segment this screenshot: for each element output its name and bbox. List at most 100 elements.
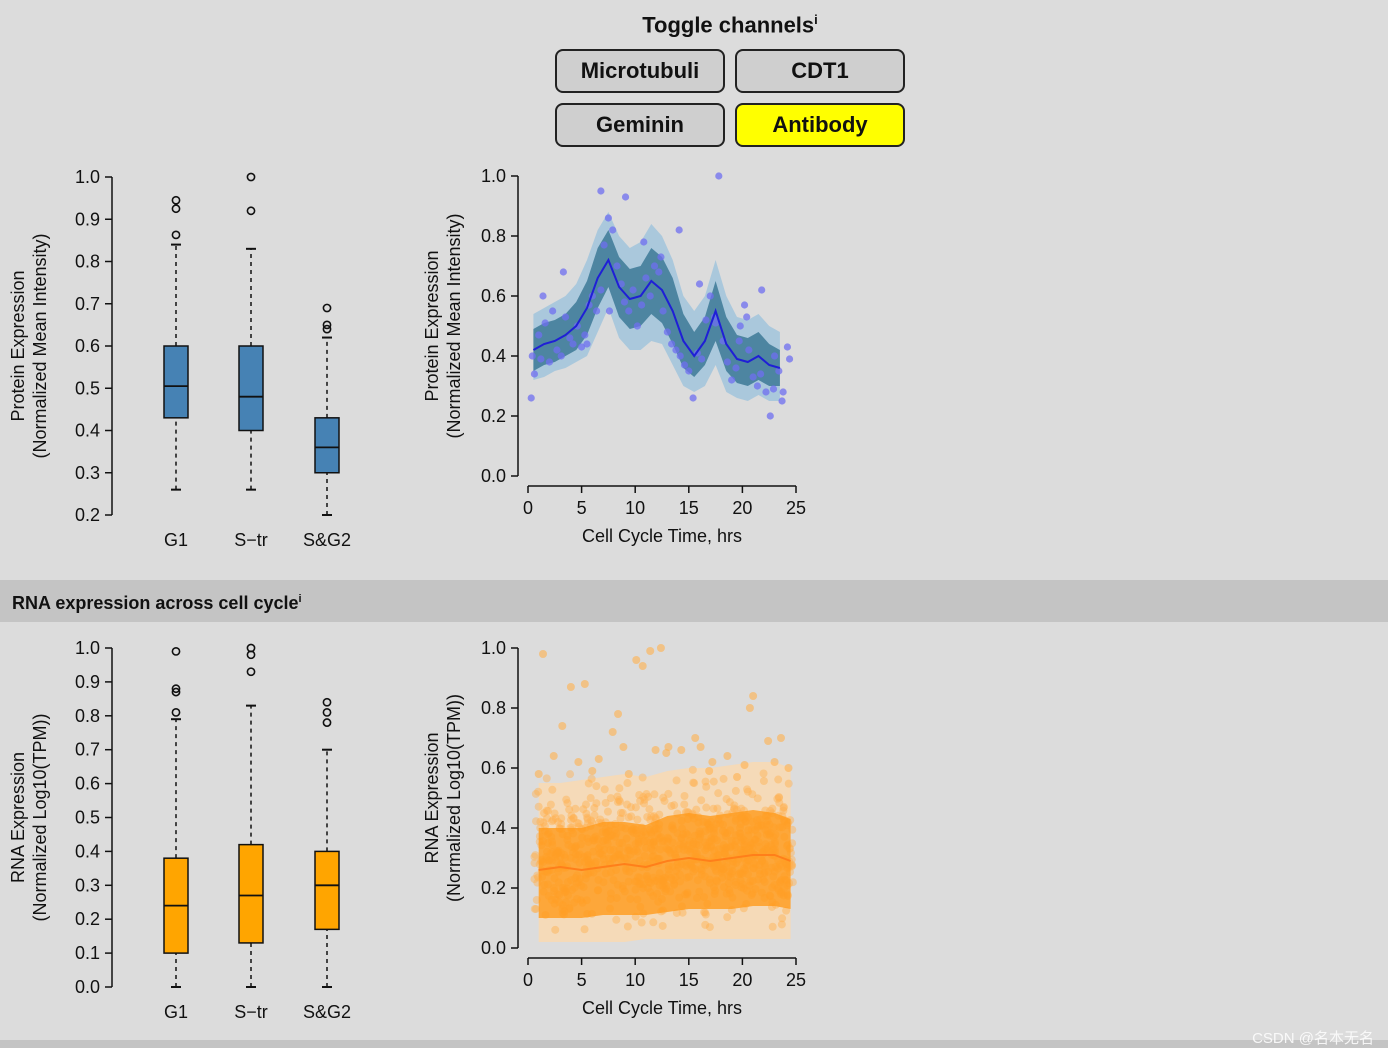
y-tick-label: 1.0 [75,638,100,658]
rna-section-title: RNA expression across cell cyclei [12,593,302,613]
cdt1-toggle-button[interactable]: CDT1 [735,49,905,93]
data-point [530,904,539,913]
rna-scatter-chart: 0.0 0.2 0.4 0.6 0.8 1.0 0 5 10 15 20 25 RNA Expressi… [422,638,806,1018]
data-point [613,792,622,801]
outlier-point [322,320,332,330]
data-point [626,803,635,812]
data-point [657,253,665,261]
data-point [561,313,570,321]
data-point [733,773,742,781]
data-point [701,910,710,919]
y-tick-label: 0.3 [75,463,100,483]
x-tick-label: 10 [625,498,645,518]
confidence-band [533,230,780,386]
x-tick-label: 20 [732,970,752,990]
data-point [579,805,588,814]
data-point [629,286,637,294]
data-point [776,734,785,742]
y-tick-label: 0.6 [75,336,100,356]
data-point [730,805,739,814]
data-point [527,394,535,402]
data-point [542,774,551,783]
outlier-point [246,206,256,216]
data-point [565,805,574,814]
data-point [553,817,562,826]
box [314,850,340,931]
data-point [600,241,608,249]
data-point [603,807,612,816]
data-point [651,813,660,822]
data-point [621,193,630,201]
data-point [547,817,556,826]
data-point [541,319,549,327]
y-tick-label: 1.0 [481,166,506,186]
data-point [616,808,625,817]
microtubuli-toggle-button[interactable]: Microtubuli [555,49,725,93]
info-icon[interactable]: i [814,12,818,27]
rna-section-header [0,580,1388,622]
data-point [676,352,684,360]
outlier-point [322,708,332,717]
data-point [601,798,610,807]
data-point [730,801,739,810]
data-point [749,692,758,700]
data-point [584,779,593,788]
data-point [692,805,701,814]
data-point [740,761,749,769]
x-tick-label: 10 [625,970,645,990]
data-point [638,301,646,309]
data-point [580,680,589,688]
data-point [700,908,709,917]
data-point [783,343,792,351]
y-tick-label: 0.2 [481,406,506,426]
data-point [618,809,627,818]
antibody-toggle-button[interactable]: Antibody [735,103,905,147]
data-point [689,778,698,787]
data-point [583,815,592,824]
y-tick-label: 0.5 [75,378,100,398]
data-point [680,791,689,800]
data-point [532,817,541,826]
data-point [766,412,774,420]
data-point [590,804,599,813]
data-point [642,274,650,282]
data-point [532,904,541,913]
geminin-toggle-button[interactable]: Geminin [555,103,725,147]
watermark: CSDN @名本无名 [1252,1030,1374,1047]
data-point [723,358,731,366]
data-point [655,268,663,276]
data-point [530,852,539,861]
data-point [596,815,605,824]
outlier-point [171,195,181,205]
data-point [745,704,754,712]
outlier-point [322,718,332,727]
protein-scatter-chart: 0.0 0.2 0.4 0.6 0.8 1.0 0 5 10 15 20 25 Protein Expr… [422,166,806,546]
data-point [608,728,617,736]
data-point [672,346,680,354]
data-point [680,800,689,809]
data-point [534,787,543,796]
protein-box-chart: 0.2 0.3 0.4 0.5 0.6 0.7 0.8 0.9 1.0 Protein Expre… [8,167,351,550]
data-point [637,918,646,927]
data-point [646,292,654,300]
data-point [536,817,545,826]
data-point [782,906,791,915]
data-point [701,920,710,929]
trend-line [538,854,791,872]
y-axis-label: (Normalized Log10(TPM)) [444,694,464,902]
data-point [574,819,583,828]
data-point [732,805,741,814]
data-point [587,774,596,783]
info-icon[interactable]: i [298,593,302,605]
data-point [623,922,632,931]
data-point [543,814,552,823]
data-point [640,799,649,808]
y-tick-label: 0.8 [481,698,506,718]
data-point [583,813,592,822]
data-point [701,908,710,917]
data-point [562,795,571,804]
data-point [581,331,589,339]
y-tick-label: 0.9 [75,672,100,692]
data-point [731,786,740,795]
data-point [702,782,711,791]
